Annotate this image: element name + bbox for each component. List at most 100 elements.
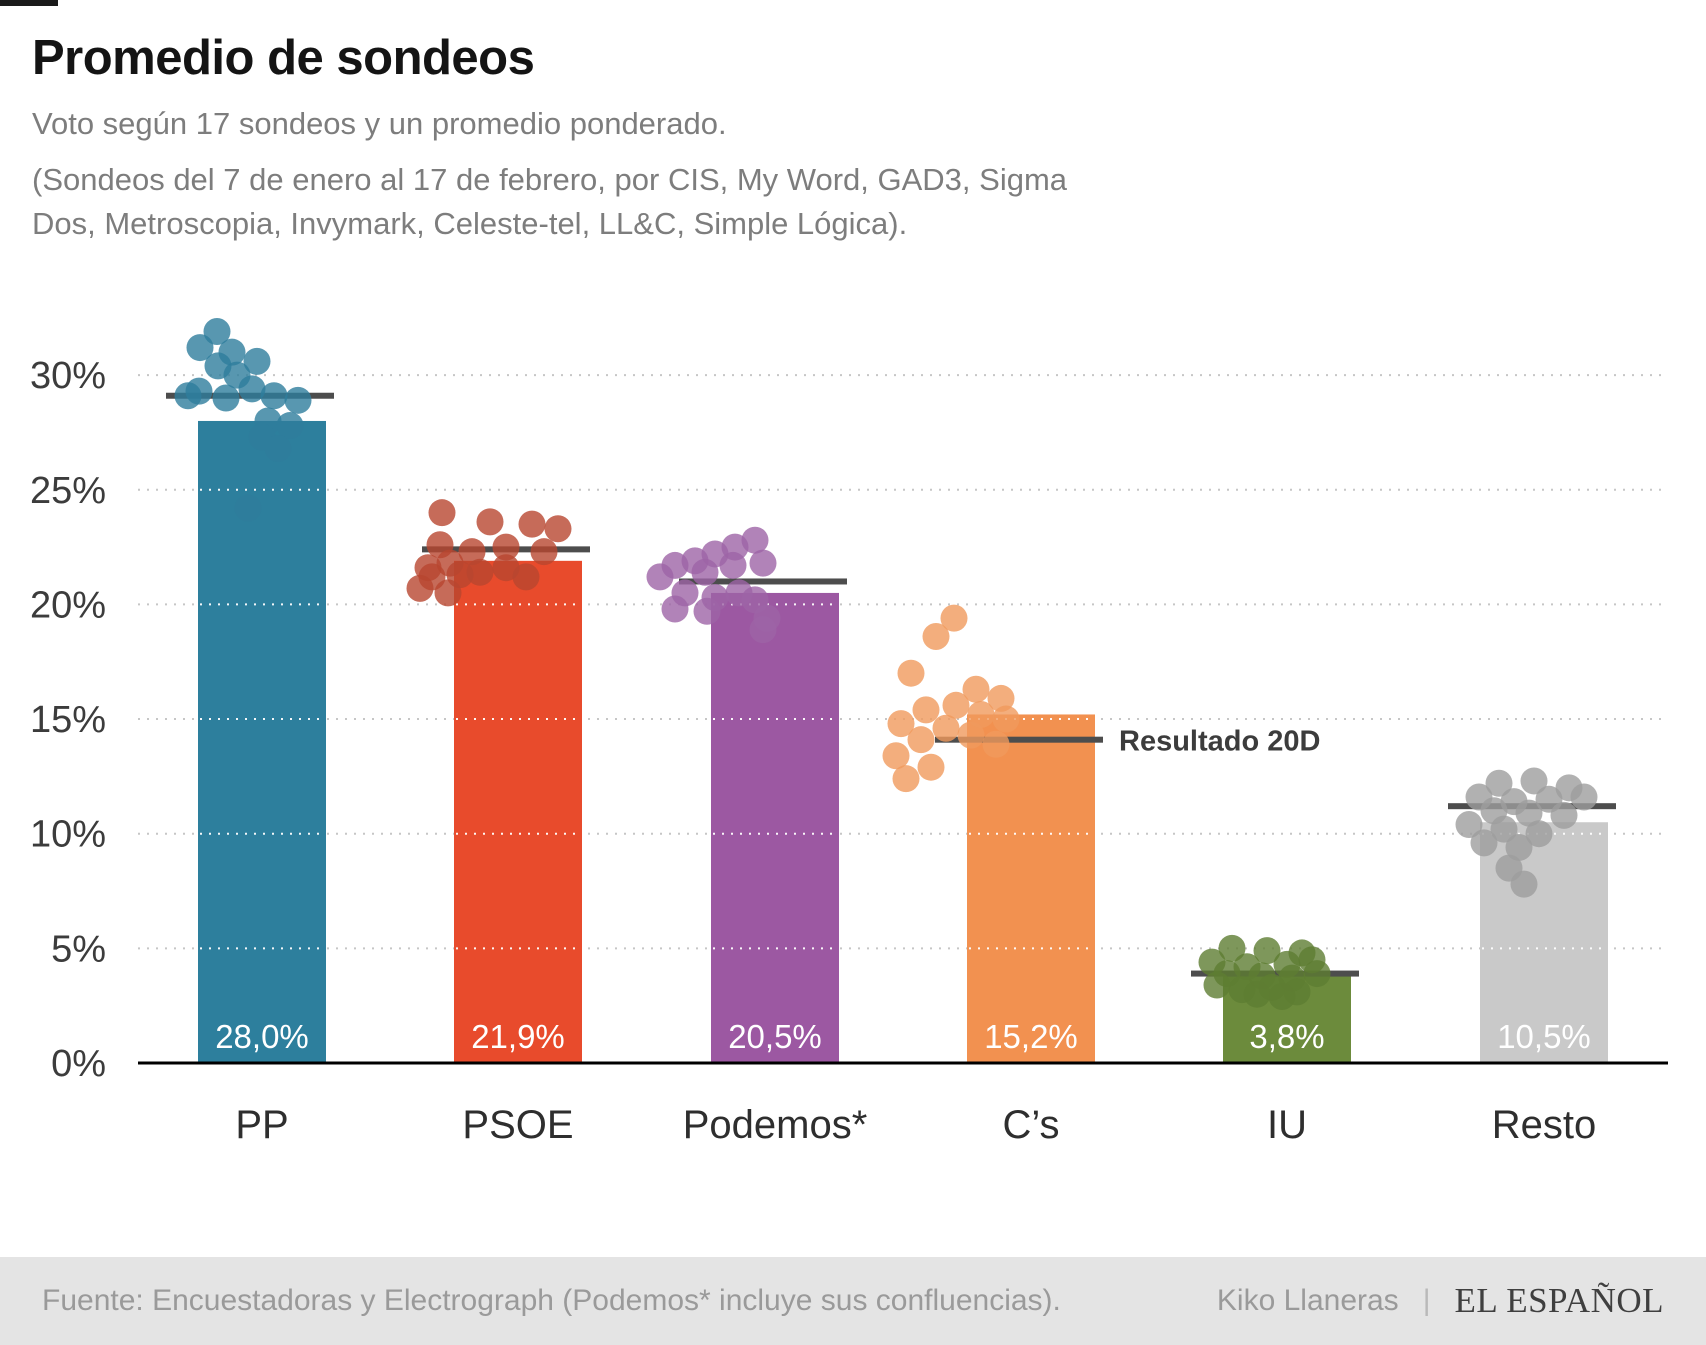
poll-dot-psoe	[466, 558, 494, 586]
poll-dot-cs	[940, 604, 968, 632]
poll-dot-pp	[260, 382, 288, 410]
poll-dot-resto	[1520, 767, 1548, 795]
poll-dot-cs	[962, 675, 990, 703]
poll-dot-cs	[912, 696, 940, 724]
author-name: Kiko Llaneras	[1216, 1284, 1399, 1317]
result-20d-line-cs	[935, 736, 1103, 743]
bar-value-label-psoe: 21,9%	[471, 1018, 565, 1055]
chart-subtitle: Voto según 17 sondeos y un promedio pond…	[32, 106, 727, 141]
poll-dot-psoe	[428, 499, 456, 527]
poll-dot-resto	[1515, 799, 1543, 827]
y-tick-label-15: 15%	[30, 699, 106, 741]
poll-dot-iu	[1243, 980, 1271, 1008]
y-tick-label-30: 30%	[30, 355, 106, 397]
poll-dot-pp	[234, 494, 262, 522]
poll-dot-psoe	[530, 538, 558, 566]
x-axis-label-psoe: PSOE	[462, 1103, 573, 1147]
poll-dot-cs	[982, 730, 1010, 758]
poll-dot-cs	[892, 765, 920, 793]
x-axis-label-iu: IU	[1267, 1103, 1307, 1147]
poll-dot-podemos	[661, 595, 689, 623]
x-axis-label-resto: Resto	[1492, 1103, 1597, 1147]
poll-dot-iu	[1203, 971, 1231, 999]
poll-dot-podemos	[646, 563, 674, 591]
chart-header: Promedio de sondeos Voto según 17 sondeo…	[32, 30, 1072, 246]
chart-svg: 28,0% PP 21,9% PSOE 20,5% Podemos* 15,2% C’s 3,8…	[30, 318, 1668, 1147]
poll-dot-resto	[1485, 769, 1513, 797]
poll-dot-podemos	[691, 558, 719, 586]
bar-podemos	[711, 592, 839, 1063]
poll-dot-psoe	[512, 563, 540, 591]
y-tick-label-20: 20%	[30, 584, 106, 626]
poll-dot-cs	[932, 714, 960, 742]
poll-dot-cs	[882, 742, 910, 770]
poll-dot-cs	[917, 753, 945, 781]
poll-dot-pp	[186, 334, 214, 362]
bar-value-label-cs: 15,2%	[984, 1018, 1078, 1055]
poll-dot-resto	[1550, 801, 1578, 829]
bar-pp	[198, 420, 326, 1064]
poll-dot-psoe	[544, 515, 572, 543]
poll-dot-podemos	[749, 616, 777, 644]
poll-dot-resto	[1570, 783, 1598, 811]
poll-dot-pp	[243, 347, 271, 375]
poll-dot-pp	[284, 386, 312, 414]
poll-dot-resto	[1455, 811, 1483, 839]
poll-dot-resto	[1525, 820, 1553, 848]
annotation-resultado-20d: Resultado 20D	[1119, 726, 1320, 758]
bar-psoe	[454, 560, 582, 1063]
chart-methodology-note: (Sondeos del 7 de enero al 17 de febrero…	[32, 162, 1068, 242]
poll-dot-cs	[907, 726, 935, 754]
poll-dot-cs	[942, 691, 970, 719]
footer-bar: Fuente: Encuestadoras y Electrograph (Po…	[0, 1257, 1706, 1345]
source-text: Fuente: Encuestadoras y Electrograph (Po…	[42, 1284, 1061, 1317]
bar-value-label-podemos: 20,5%	[728, 1018, 822, 1055]
poll-dot-cs	[887, 710, 915, 738]
poll-dot-resto	[1510, 870, 1538, 898]
poll-dot-pp	[276, 412, 304, 440]
poll-dot-podemos	[749, 549, 777, 577]
poll-dot-psoe	[492, 533, 520, 561]
poll-dot-resto	[1470, 829, 1498, 857]
poll-dot-resto	[1490, 815, 1518, 843]
poll-dot-cs	[922, 623, 950, 651]
poll-dot-pp	[212, 384, 240, 412]
y-tick-label-10: 10%	[30, 814, 106, 856]
poll-dot-psoe	[476, 508, 504, 536]
result-20d-line-podemos	[679, 578, 847, 585]
poll-dot-cs	[897, 659, 925, 687]
credits-separator: |	[1422, 1284, 1431, 1317]
y-tick-label-5: 5%	[51, 928, 106, 970]
poll-dot-pp	[264, 434, 292, 462]
poll-dot-iu	[1253, 937, 1281, 965]
y-tick-label-25: 25%	[30, 470, 106, 512]
poll-dot-psoe	[518, 510, 546, 538]
y-tick-label-0: 0%	[51, 1043, 106, 1085]
bar-value-label-iu: 3,8%	[1249, 1018, 1324, 1055]
page-title: Promedio de sondeos	[32, 31, 535, 85]
poll-dot-iu	[1218, 934, 1246, 962]
poll-dot-iu	[1268, 983, 1296, 1011]
poll-dot-cs	[992, 705, 1020, 733]
poll-dot-cs	[957, 721, 985, 749]
poll-dot-resto	[1505, 833, 1533, 861]
poll-dot-psoe	[434, 579, 462, 607]
poll-dot-psoe	[458, 538, 486, 566]
poll-dot-pp	[174, 382, 202, 410]
poll-dot-podemos	[719, 551, 747, 579]
poll-dot-pp	[238, 375, 266, 403]
poll-dot-cs	[967, 700, 995, 728]
credits: Kiko Llaneras | EL ESPAÑOL	[1217, 1281, 1664, 1321]
brand-logo: EL ESPAÑOL	[1454, 1281, 1664, 1320]
bar-value-label-resto: 10,5%	[1497, 1018, 1591, 1055]
top-edge-mark	[0, 0, 58, 6]
x-axis-label-podemos: Podemos*	[683, 1103, 868, 1147]
x-axis-label-cs: C’s	[1002, 1103, 1059, 1147]
bar-cs	[967, 714, 1095, 1063]
poll-dot-pp	[203, 318, 231, 346]
poll-dot-psoe	[406, 574, 434, 602]
poll-dot-podemos	[693, 597, 721, 625]
poll-dot-iu	[1303, 960, 1331, 988]
bar-value-label-pp: 28,0%	[215, 1018, 309, 1055]
